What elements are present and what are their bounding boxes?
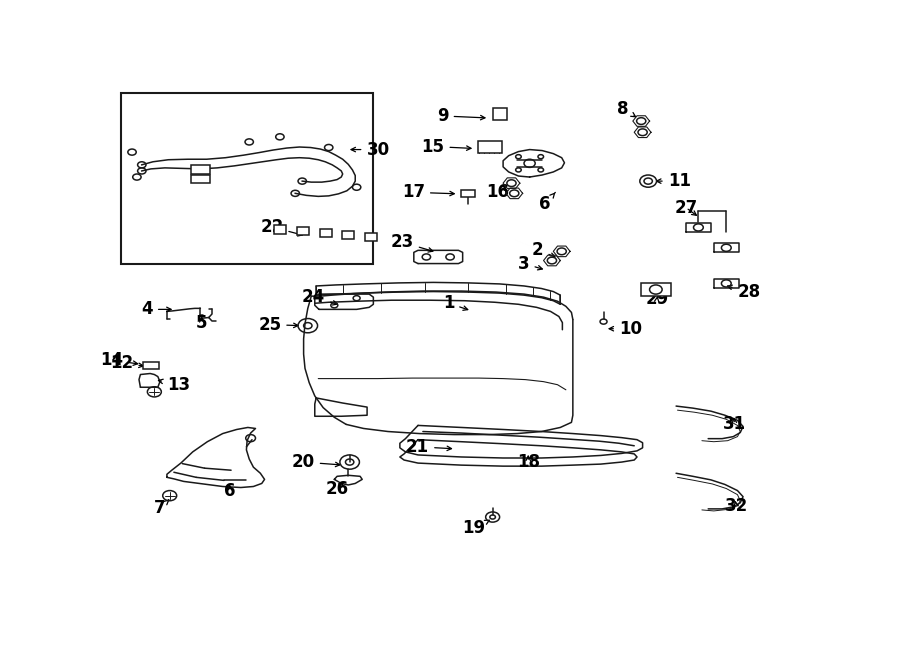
Text: 7: 7 <box>154 499 169 517</box>
Text: 9: 9 <box>437 107 485 125</box>
Bar <box>478 141 501 153</box>
Text: 11: 11 <box>656 172 690 190</box>
Text: 3: 3 <box>518 254 543 272</box>
Bar <box>274 225 286 233</box>
Text: 6: 6 <box>539 192 555 213</box>
Text: 29: 29 <box>645 290 669 308</box>
Text: 21: 21 <box>406 438 452 456</box>
Bar <box>191 165 211 174</box>
Text: 18: 18 <box>517 453 540 471</box>
Bar <box>121 93 374 264</box>
Bar <box>297 227 309 235</box>
Text: 23: 23 <box>391 233 433 252</box>
Text: 28: 28 <box>727 283 760 301</box>
Bar <box>365 233 377 241</box>
Text: 25: 25 <box>258 316 298 334</box>
Text: 13: 13 <box>158 375 190 394</box>
Text: 1: 1 <box>443 294 468 312</box>
Text: 24: 24 <box>302 288 338 306</box>
Bar <box>342 231 355 239</box>
Text: 5: 5 <box>196 313 208 332</box>
Text: 27: 27 <box>674 198 698 217</box>
Text: 12: 12 <box>111 354 143 372</box>
Text: 26: 26 <box>326 479 348 498</box>
Text: 31: 31 <box>723 415 746 434</box>
Text: 20: 20 <box>292 453 340 471</box>
Text: 8: 8 <box>617 100 635 118</box>
Text: 4: 4 <box>141 300 171 319</box>
Text: 2: 2 <box>532 241 555 259</box>
Text: 22: 22 <box>260 218 302 236</box>
Bar <box>461 190 475 198</box>
Text: 17: 17 <box>402 183 454 202</box>
Text: 14: 14 <box>101 351 138 369</box>
Text: 10: 10 <box>609 320 642 338</box>
Bar <box>641 283 670 296</box>
Bar <box>493 108 508 120</box>
Text: 19: 19 <box>463 520 490 537</box>
Text: 30: 30 <box>351 141 390 159</box>
Text: 6: 6 <box>224 482 236 500</box>
Bar <box>320 229 331 237</box>
Text: 16: 16 <box>486 183 509 202</box>
Text: 15: 15 <box>421 137 471 155</box>
Bar <box>143 362 158 369</box>
Text: 32: 32 <box>724 497 748 515</box>
Bar <box>191 175 211 183</box>
